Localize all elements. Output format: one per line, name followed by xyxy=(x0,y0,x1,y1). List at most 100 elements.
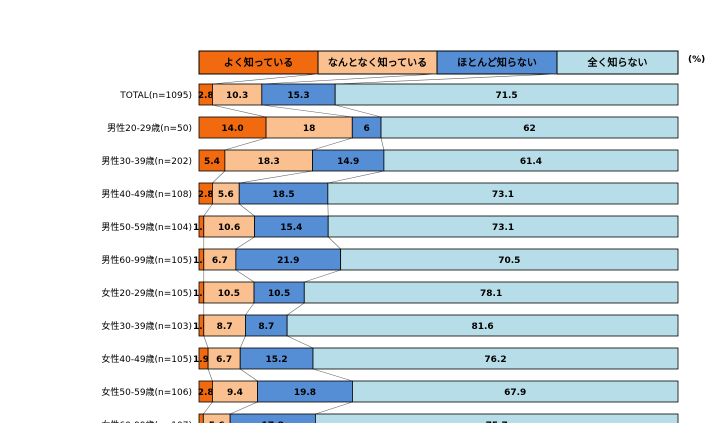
category-tick-label: 男性60-99歳(n=105) xyxy=(101,254,192,266)
category-tick-label: 女性20-29歳(n=105) xyxy=(101,287,192,299)
data-label-series-4: 75.7 xyxy=(486,421,508,423)
series-connector-line xyxy=(239,203,255,217)
data-label-series-2: 10.6 xyxy=(218,223,240,233)
data-label-series-3: 8.7 xyxy=(258,322,274,332)
bar-segment-series-4 xyxy=(340,248,679,271)
data-label-series-3: 18.5 xyxy=(272,190,294,200)
series-connector-line xyxy=(224,137,267,151)
data-label-series-1: 2.8 xyxy=(198,91,214,101)
bar-segment-series-2 xyxy=(202,413,231,423)
legend: よく知っている なんとなく知っている ほとんど知らない 全く知らない xyxy=(198,50,679,75)
category-tick-label: 女性30-39歳(n=103) xyxy=(101,320,192,332)
data-label-series-2: 5.6 xyxy=(209,421,225,423)
series-connector-line xyxy=(327,170,384,184)
category-tick-label: 男性30-39歳(n=202) xyxy=(101,155,192,167)
data-label-series-2: 9.4 xyxy=(227,388,243,398)
data-label-series-2: 10.3 xyxy=(226,91,248,101)
legend-label-series-1: よく知っている xyxy=(224,56,294,69)
category-tick-label: TOTAL(n=1095) xyxy=(119,91,192,101)
bar-row: 2.8 9.4 19.8 67.9 xyxy=(198,380,679,403)
data-label-series-4: 67.9 xyxy=(504,388,526,398)
bar-row: 2.8 5.6 18.5 73.1 xyxy=(198,182,679,205)
legend-swatch-series-4 xyxy=(556,50,679,75)
data-label-series-3: 15.3 xyxy=(287,91,309,101)
data-label-series-1: 2.8 xyxy=(198,388,214,398)
bar-row: 1.0 6.7 21.9 70.5 xyxy=(193,248,679,271)
data-label-series-4: 73.1 xyxy=(492,190,514,200)
legend-connector-line xyxy=(335,73,558,85)
series-connector-line xyxy=(245,302,255,316)
bar-row: 5.4 18.3 14.9 61.4 xyxy=(198,149,679,172)
data-label-series-3: 14.9 xyxy=(337,157,359,167)
bar-segment-series-4 xyxy=(383,149,679,172)
unit-label: (%) xyxy=(688,55,705,65)
series-connector-line xyxy=(240,368,258,382)
series-connector-line xyxy=(235,236,255,250)
series-connector-line xyxy=(230,401,258,415)
series-connector-line xyxy=(239,335,246,349)
series-connector-line xyxy=(239,170,313,184)
bar-segment-series-1 xyxy=(198,413,204,423)
series-connector-line xyxy=(380,137,385,151)
series-connector-line xyxy=(327,236,341,250)
bar-row: 1.9 6.7 15.2 76.2 xyxy=(193,347,679,370)
series-connector-line xyxy=(286,302,305,316)
series-connector-line xyxy=(203,203,213,217)
data-label-series-4: 73.1 xyxy=(492,223,514,233)
series-connector-line xyxy=(312,137,353,151)
bar-row: 1.0 10.5 10.5 78.1 xyxy=(193,281,679,304)
series-connector-lines xyxy=(203,73,558,415)
data-label-series-3: 6 xyxy=(364,124,370,134)
bar-row: 1.0 8.7 8.7 81.6 xyxy=(193,314,679,337)
series-connector-line xyxy=(235,269,255,283)
category-tick-label: 女性50-59歳(n=106) xyxy=(101,386,192,398)
data-label-series-4: 61.4 xyxy=(520,157,542,167)
series-connector-line xyxy=(212,170,226,184)
bar-segment-series-4 xyxy=(352,380,679,403)
data-label-series-1: 1.9 xyxy=(193,355,209,365)
category-tick-label: 男性20-29歳(n=50) xyxy=(107,122,192,134)
data-label-series-1: 1.0 xyxy=(193,289,209,299)
data-label-series-3: 19.8 xyxy=(294,388,316,398)
data-label-series-2: 10.5 xyxy=(218,289,240,299)
legend-connector-line xyxy=(212,73,319,85)
series-connector-line xyxy=(207,368,213,382)
bar-row: 0.95.617.875.7 xyxy=(198,413,679,423)
series-connector-line xyxy=(312,368,353,382)
data-label-series-1: 2.8 xyxy=(198,190,214,200)
data-label-series-4: 81.6 xyxy=(471,322,493,332)
series-connector-line xyxy=(304,269,341,283)
series-connector-line xyxy=(212,104,267,118)
data-label-series-4: 78.1 xyxy=(480,289,502,299)
data-label-series-1: 5.4 xyxy=(204,157,220,167)
bar-segment-series-4 xyxy=(314,413,679,423)
data-label-series-1: 14.0 xyxy=(221,124,243,134)
data-label-series-2: 6.7 xyxy=(212,256,228,266)
data-label-series-2: 6.7 xyxy=(216,355,232,365)
legend-label-series-4: 全く知らない xyxy=(587,56,648,69)
data-label-series-4: 76.2 xyxy=(484,355,506,365)
data-label-series-4: 62 xyxy=(523,124,536,134)
legend-connector-line xyxy=(261,73,438,85)
bar-segment-series-4 xyxy=(312,347,679,370)
bar-segment-series-4 xyxy=(286,314,679,337)
data-label-series-2: 18 xyxy=(303,124,316,134)
series-connector-line xyxy=(203,401,213,415)
series-connector-line xyxy=(335,104,382,118)
category-tick-label: 男性40-49歳(n=108) xyxy=(101,188,192,200)
data-label-series-3: 21.9 xyxy=(277,256,299,266)
data-label-series-3: 17.8 xyxy=(262,421,284,423)
category-tick-label: 女性40-49歳(n=105) xyxy=(101,353,192,365)
data-label-series-2: 8.7 xyxy=(217,322,233,332)
series-connector-line xyxy=(203,335,209,349)
bar-row: 2.8 10.3 15.3 71.5 xyxy=(198,83,679,106)
data-label-series-4: 71.5 xyxy=(495,91,517,101)
category-tick-label: 女性60-99歳(n=107) xyxy=(101,419,192,423)
data-label-series-1: 1.0 xyxy=(193,256,209,266)
bar-segment-series-4 xyxy=(380,116,679,139)
bar-segment-series-4 xyxy=(334,83,679,106)
bar-row: 14.0 18 6 62 xyxy=(198,116,679,139)
series-connector-line xyxy=(315,401,353,415)
bar-segment-series-4 xyxy=(327,182,679,205)
